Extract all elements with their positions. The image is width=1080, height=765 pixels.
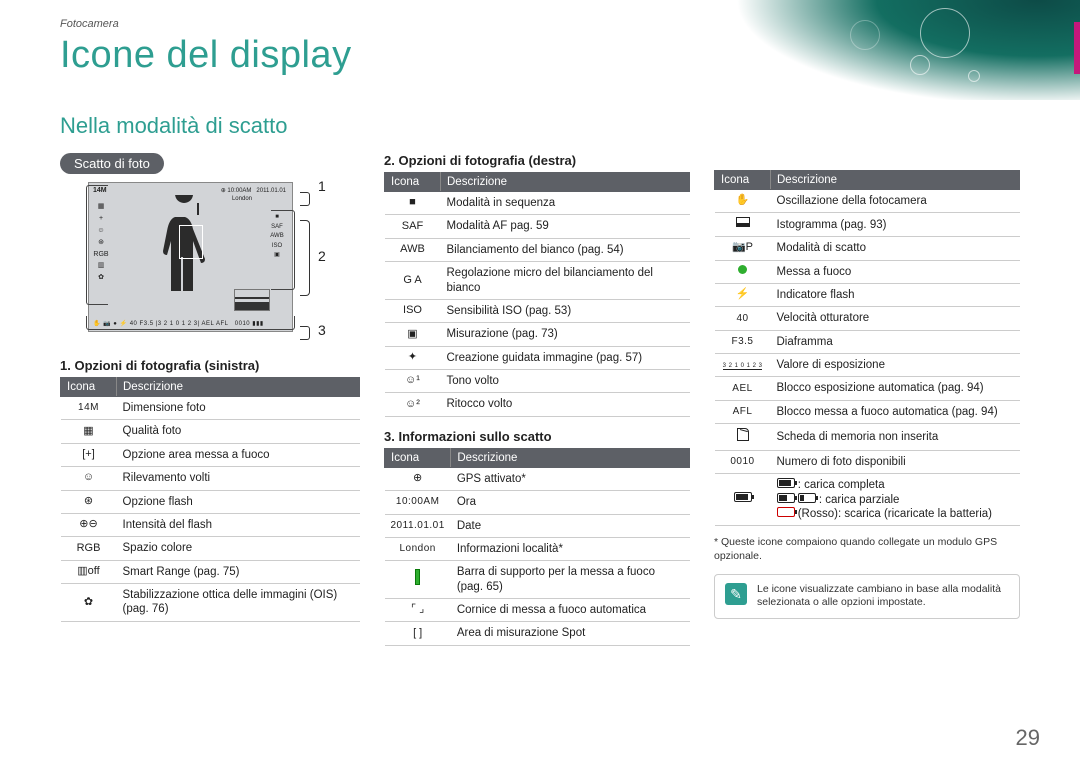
icon-cell: ⊕⊖ — [61, 513, 117, 536]
icon-cell: AFL — [715, 400, 771, 423]
icon-cell: AWB — [385, 238, 441, 261]
desc-cell: Indicatore flash — [771, 283, 1020, 306]
icon-cell: ✿ — [61, 584, 117, 622]
desc-cell: : carica completa : carica parziale (Ros… — [771, 474, 1020, 526]
section3-label: 3. Informazioni sullo scatto — [384, 429, 690, 444]
icon-cell: [+] — [61, 443, 117, 466]
desc-cell: Tono volto — [441, 370, 690, 393]
icon-cell: ✦ — [385, 346, 441, 369]
marker-2: 2 — [318, 248, 326, 264]
desc-cell: Regolazione micro del bilanciamento del … — [441, 262, 690, 300]
footnote: * Queste icone compaiono quando collegat… — [714, 536, 1020, 563]
page-title: Icone del display — [60, 34, 1020, 77]
note-box: ✎ Le icone visualizzate cambiano in base… — [714, 574, 1020, 619]
desc-cell: Spazio colore — [117, 537, 360, 560]
icon-cell — [715, 213, 771, 237]
desc-cell: Rilevamento volti — [117, 467, 360, 490]
desc-cell: Scheda di memoria non inserita — [771, 424, 1020, 451]
desc-cell: Barra di supporto per la messa a fuoco (… — [451, 561, 690, 599]
desc-cell: Velocità otturatore — [771, 307, 1020, 330]
desc-cell: Blocco esposizione automatica (pag. 94) — [771, 377, 1020, 400]
desc-cell: Qualità foto — [117, 420, 360, 443]
desc-cell: Cornice di messa a fuoco automatica — [451, 599, 690, 622]
breadcrumb: Fotocamera — [60, 18, 1020, 30]
desc-cell: Messa a fuoco — [771, 260, 1020, 283]
icon-cell: ▦ — [61, 420, 117, 443]
table-section3: IconaDescrizione ⊕GPS attivato*10:00AMOr… — [384, 448, 690, 646]
desc-cell: Oscillazione della fotocamera — [771, 190, 1020, 213]
desc-cell: Ora — [451, 491, 690, 514]
icon-cell: ✋ — [715, 190, 771, 213]
icon-cell: 14M — [61, 397, 117, 420]
icon-cell: 2011.01.01 — [385, 514, 451, 537]
marker-3: 3 — [318, 322, 326, 338]
desc-cell: Valore di esposizione — [771, 354, 1020, 377]
desc-cell: Area di misurazione Spot — [451, 622, 690, 645]
page-number: 29 — [1016, 725, 1040, 751]
table-section4: IconaDescrizione ✋Oscillazione della fot… — [714, 170, 1020, 526]
desc-cell: GPS attivato* — [451, 467, 690, 490]
icon-cell: ⌜ ⌟ — [385, 599, 451, 622]
desc-cell: Blocco messa a fuoco automatica (pag. 94… — [771, 400, 1020, 423]
desc-cell: Opzione area messa a fuoco — [117, 443, 360, 466]
note-icon: ✎ — [725, 583, 747, 605]
desc-cell: Dimensione foto — [117, 397, 360, 420]
icon-cell: 0010 — [715, 450, 771, 473]
icon-cell: ▣ — [385, 323, 441, 346]
icon-cell — [715, 474, 771, 526]
icon-cell: ■ — [385, 192, 441, 215]
desc-cell: Modalità di scatto — [771, 237, 1020, 260]
icon-cell — [715, 260, 771, 283]
icon-cell: 3 2 1 0 1 2 3 — [715, 354, 771, 377]
icon-cell: ☺² — [385, 393, 441, 416]
icon-cell: ⚡ — [715, 283, 771, 306]
icon-cell: [ ] — [385, 622, 451, 645]
icon-cell: ISO — [385, 299, 441, 322]
desc-cell: Smart Range (pag. 75) — [117, 560, 360, 583]
icon-cell: London — [385, 537, 451, 560]
marker-1: 1 — [318, 178, 326, 194]
desc-cell: Modalità AF pag. 59 — [441, 215, 690, 238]
note-text: Le icone visualizzate cambiano in base a… — [757, 583, 1009, 610]
desc-cell: Numero di foto disponibili — [771, 450, 1020, 473]
icon-cell: F3.5 — [715, 330, 771, 353]
desc-cell: Modalità in sequenza — [441, 192, 690, 215]
desc-cell: Misurazione (pag. 73) — [441, 323, 690, 346]
desc-cell: Opzione flash — [117, 490, 360, 513]
icon-cell: ☺ — [61, 467, 117, 490]
icon-cell: RGB — [61, 537, 117, 560]
desc-cell: Intensità del flash — [117, 513, 360, 536]
accent-bar — [1074, 22, 1080, 74]
desc-cell: Istogramma (pag. 93) — [771, 213, 1020, 237]
icon-cell — [715, 424, 771, 451]
camera-preview: 14M ⊕ 10:00AM 2011.01.01 London ■SAFAWBI… — [88, 182, 293, 332]
desc-cell: Bilanciamento del bianco (pag. 54) — [441, 238, 690, 261]
icon-cell: 10:00AM — [385, 491, 451, 514]
desc-cell: Date — [451, 514, 690, 537]
desc-cell: Diaframma — [771, 330, 1020, 353]
pill-scatto: Scatto di foto — [60, 153, 164, 174]
icon-cell: ☺¹ — [385, 370, 441, 393]
icon-cell: SAF — [385, 215, 441, 238]
table-section1: IconaDescrizione 14MDimensione foto▦Qual… — [60, 377, 360, 622]
desc-cell: Stabilizzazione ottica delle immagini (O… — [117, 584, 360, 622]
desc-cell: Ritocco volto — [441, 393, 690, 416]
section1-label: 1. Opzioni di fotografia (sinistra) — [60, 358, 360, 373]
icon-cell: G A — [385, 262, 441, 300]
icon-cell — [385, 561, 451, 599]
icon-cell: ⊕ — [385, 467, 451, 490]
page-subtitle: Nella modalità di scatto — [60, 113, 1020, 139]
section2-label: 2. Opzioni di fotografia (destra) — [384, 153, 690, 168]
icon-cell: AEL — [715, 377, 771, 400]
icon-cell: 40 — [715, 307, 771, 330]
desc-cell: Informazioni località* — [451, 537, 690, 560]
desc-cell: Sensibilità ISO (pag. 53) — [441, 299, 690, 322]
icon-cell: 📷P — [715, 237, 771, 260]
table-section2: IconaDescrizione ■Modalità in sequenzaSA… — [384, 172, 690, 417]
desc-cell: Creazione guidata immagine (pag. 57) — [441, 346, 690, 369]
icon-cell: ▥off — [61, 560, 117, 583]
icon-cell: ⊛ — [61, 490, 117, 513]
